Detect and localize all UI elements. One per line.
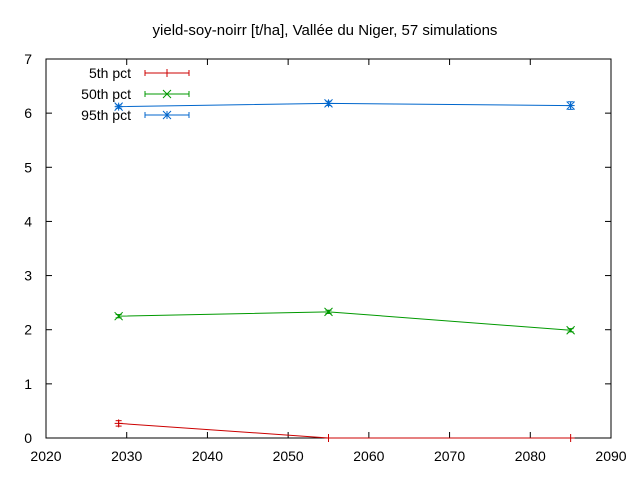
data-point [324, 434, 333, 442]
series-line [118, 311, 571, 331]
legend-marker [162, 89, 172, 99]
y-tick-label: 6 [24, 105, 32, 121]
data-point-stroke [114, 102, 123, 111]
x-tick-label: 2060 [353, 448, 384, 464]
data-point [566, 325, 575, 335]
series-line [118, 422, 571, 439]
data-point-stroke [324, 99, 333, 108]
data-point-stroke [566, 325, 575, 335]
x-tick-label: 2080 [515, 448, 546, 464]
series-2 [114, 99, 575, 111]
y-tick-label: 1 [24, 376, 32, 392]
y-tick-label: 7 [24, 51, 32, 67]
legend-label: 95th pct [81, 107, 131, 123]
data-point [114, 419, 123, 428]
y-tick-label: 4 [24, 213, 32, 229]
legend-marker [163, 69, 171, 77]
legend: 5th pct 50th pct 95th pct [81, 65, 190, 123]
y-tick-label: 5 [24, 159, 32, 175]
x-tick-label: 2030 [111, 448, 142, 464]
x-tick-label: 2090 [595, 448, 626, 464]
legend-entry: 95th pct [81, 107, 190, 123]
data-point [566, 101, 575, 110]
data-point [114, 102, 123, 111]
legend-marker-stroke [162, 110, 172, 120]
x-tick-label: 2050 [273, 448, 304, 464]
data-point-stroke [566, 101, 575, 110]
y-tick-label: 2 [24, 322, 32, 338]
x-tick-label: 2040 [192, 448, 223, 464]
x-tick-label: 2070 [434, 448, 465, 464]
data-point [324, 307, 333, 317]
series-0 [114, 419, 575, 442]
legend-marker-stroke [162, 89, 172, 99]
y-tick-label: 3 [24, 268, 32, 284]
data-point-stroke [324, 307, 333, 317]
x-tick-label: 2020 [30, 448, 61, 464]
legend-label: 5th pct [89, 65, 131, 81]
chart-title: yield-soy-noirr [t/ha], Vallée du Niger,… [153, 22, 498, 39]
legend-entry: 5th pct [89, 65, 190, 81]
y-tick-label: 0 [24, 430, 32, 446]
legend-entry: 50th pct [81, 86, 190, 102]
data-point [114, 311, 123, 321]
data-point [324, 99, 333, 108]
series-layer [114, 99, 575, 442]
data-point-stroke [114, 311, 123, 321]
data-point [566, 434, 575, 442]
series-line [118, 102, 571, 108]
legend-marker [162, 110, 172, 120]
legend-label: 50th pct [81, 86, 131, 102]
series-1 [114, 307, 575, 335]
